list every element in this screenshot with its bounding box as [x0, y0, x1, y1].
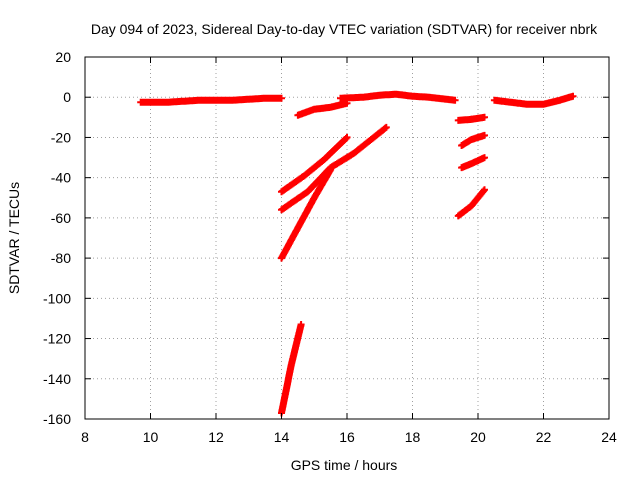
x-tick-label: 22 — [536, 429, 552, 445]
series-arc-10 — [458, 131, 488, 149]
x-tick-label: 24 — [601, 429, 617, 445]
marker-run — [458, 154, 488, 172]
marker-run — [278, 166, 335, 262]
series-arc-6 — [278, 166, 335, 262]
y-tick-label: -20 — [51, 129, 71, 145]
y-axis-label: SDTVAR / TECUs — [6, 182, 22, 294]
grid — [85, 57, 609, 419]
x-tick-label: 18 — [405, 429, 421, 445]
x-tick-label: 20 — [470, 429, 486, 445]
axis-ticks: 8 10 12 14 16 18 20 22 24 -160 -140 -120 -100 -80 -60 -… — [43, 49, 617, 445]
x-tick-label: 12 — [208, 429, 224, 445]
marker-run — [458, 131, 488, 149]
marker-run — [468, 113, 488, 123]
y-tick-label: -140 — [43, 371, 71, 387]
x-axis-label: GPS time / hours — [291, 457, 398, 473]
x-tick-label: 10 — [143, 429, 159, 445]
marker-run — [454, 186, 488, 220]
y-tick-label: -160 — [43, 411, 71, 427]
y-tick-label: 0 — [63, 89, 71, 105]
y-tick-label: -100 — [43, 290, 71, 306]
series-arc-13 — [490, 92, 577, 108]
marker-run — [337, 90, 459, 104]
series-arc-1 — [137, 94, 285, 106]
y-tick-label: -80 — [51, 250, 71, 266]
series-arc-9 — [468, 113, 488, 123]
data-series — [137, 90, 577, 417]
series-arc-3 — [337, 90, 459, 104]
x-tick-label: 8 — [81, 429, 89, 445]
x-tick-label: 16 — [339, 429, 355, 445]
y-tick-label: 20 — [55, 49, 71, 65]
series-arc-4 — [278, 133, 351, 196]
x-tick-label: 14 — [274, 429, 290, 445]
chart-title: Day 094 of 2023, Sidereal Day-to-day VTE… — [91, 21, 598, 37]
series-arc-2 — [294, 99, 351, 119]
marker-run — [490, 92, 577, 108]
y-tick-label: -60 — [51, 210, 71, 226]
marker-run — [294, 99, 351, 119]
y-tick-label: -120 — [43, 331, 71, 347]
y-tick-label: -40 — [51, 170, 71, 186]
series-arc-11 — [458, 154, 488, 172]
marker-run — [278, 133, 351, 196]
marker-run — [137, 94, 285, 106]
marker-run — [278, 321, 305, 417]
series-arc-7 — [278, 321, 305, 417]
series-arc-12 — [454, 186, 488, 220]
